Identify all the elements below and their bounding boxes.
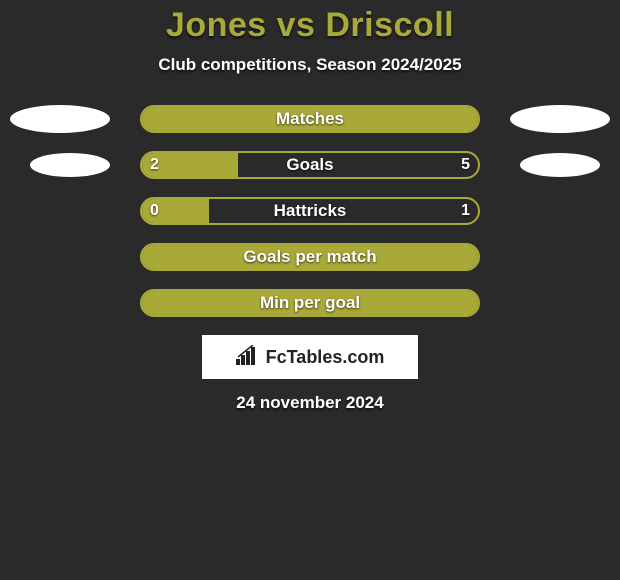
comparison-rows: Matches 2Goals5 0Hattricks1 Goals per match… (0, 105, 620, 317)
branding-text: FcTables.com (266, 347, 385, 368)
stat-bar: 2Goals5 (140, 151, 480, 179)
player-right-shape (510, 105, 610, 133)
stat-row-goals: 2Goals5 (0, 151, 620, 179)
player-right-shape (520, 153, 600, 177)
stat-row-goals-per-match: Goals per match (0, 243, 620, 271)
stat-row-matches: Matches (0, 105, 620, 133)
stat-bar: Min per goal (140, 289, 480, 317)
stat-value-right: 1 (461, 199, 470, 223)
footer-date: 24 november 2024 (0, 393, 620, 413)
bar-chart-icon (236, 345, 262, 370)
stat-row-min-per-goal: Min per goal (0, 289, 620, 317)
stat-label: Goals per match (142, 245, 478, 269)
page-title: Jones vs Driscoll (0, 0, 620, 45)
stat-label: Hattricks (142, 199, 478, 223)
stat-bar: Goals per match (140, 243, 480, 271)
stat-value-right: 5 (461, 153, 470, 177)
stat-label: Goals (142, 153, 478, 177)
stats-comparison-card: Jones vs Driscoll Club competitions, Sea… (0, 0, 620, 580)
stat-bar: Matches (140, 105, 480, 133)
player-left-shape (10, 105, 110, 133)
stat-label: Matches (142, 107, 478, 131)
player-left-shape (30, 153, 110, 177)
page-subtitle: Club competitions, Season 2024/2025 (0, 55, 620, 75)
stat-label: Min per goal (142, 291, 478, 315)
stat-row-hattricks: 0Hattricks1 (0, 197, 620, 225)
branding-badge[interactable]: FcTables.com (202, 335, 418, 379)
stat-bar: 0Hattricks1 (140, 197, 480, 225)
